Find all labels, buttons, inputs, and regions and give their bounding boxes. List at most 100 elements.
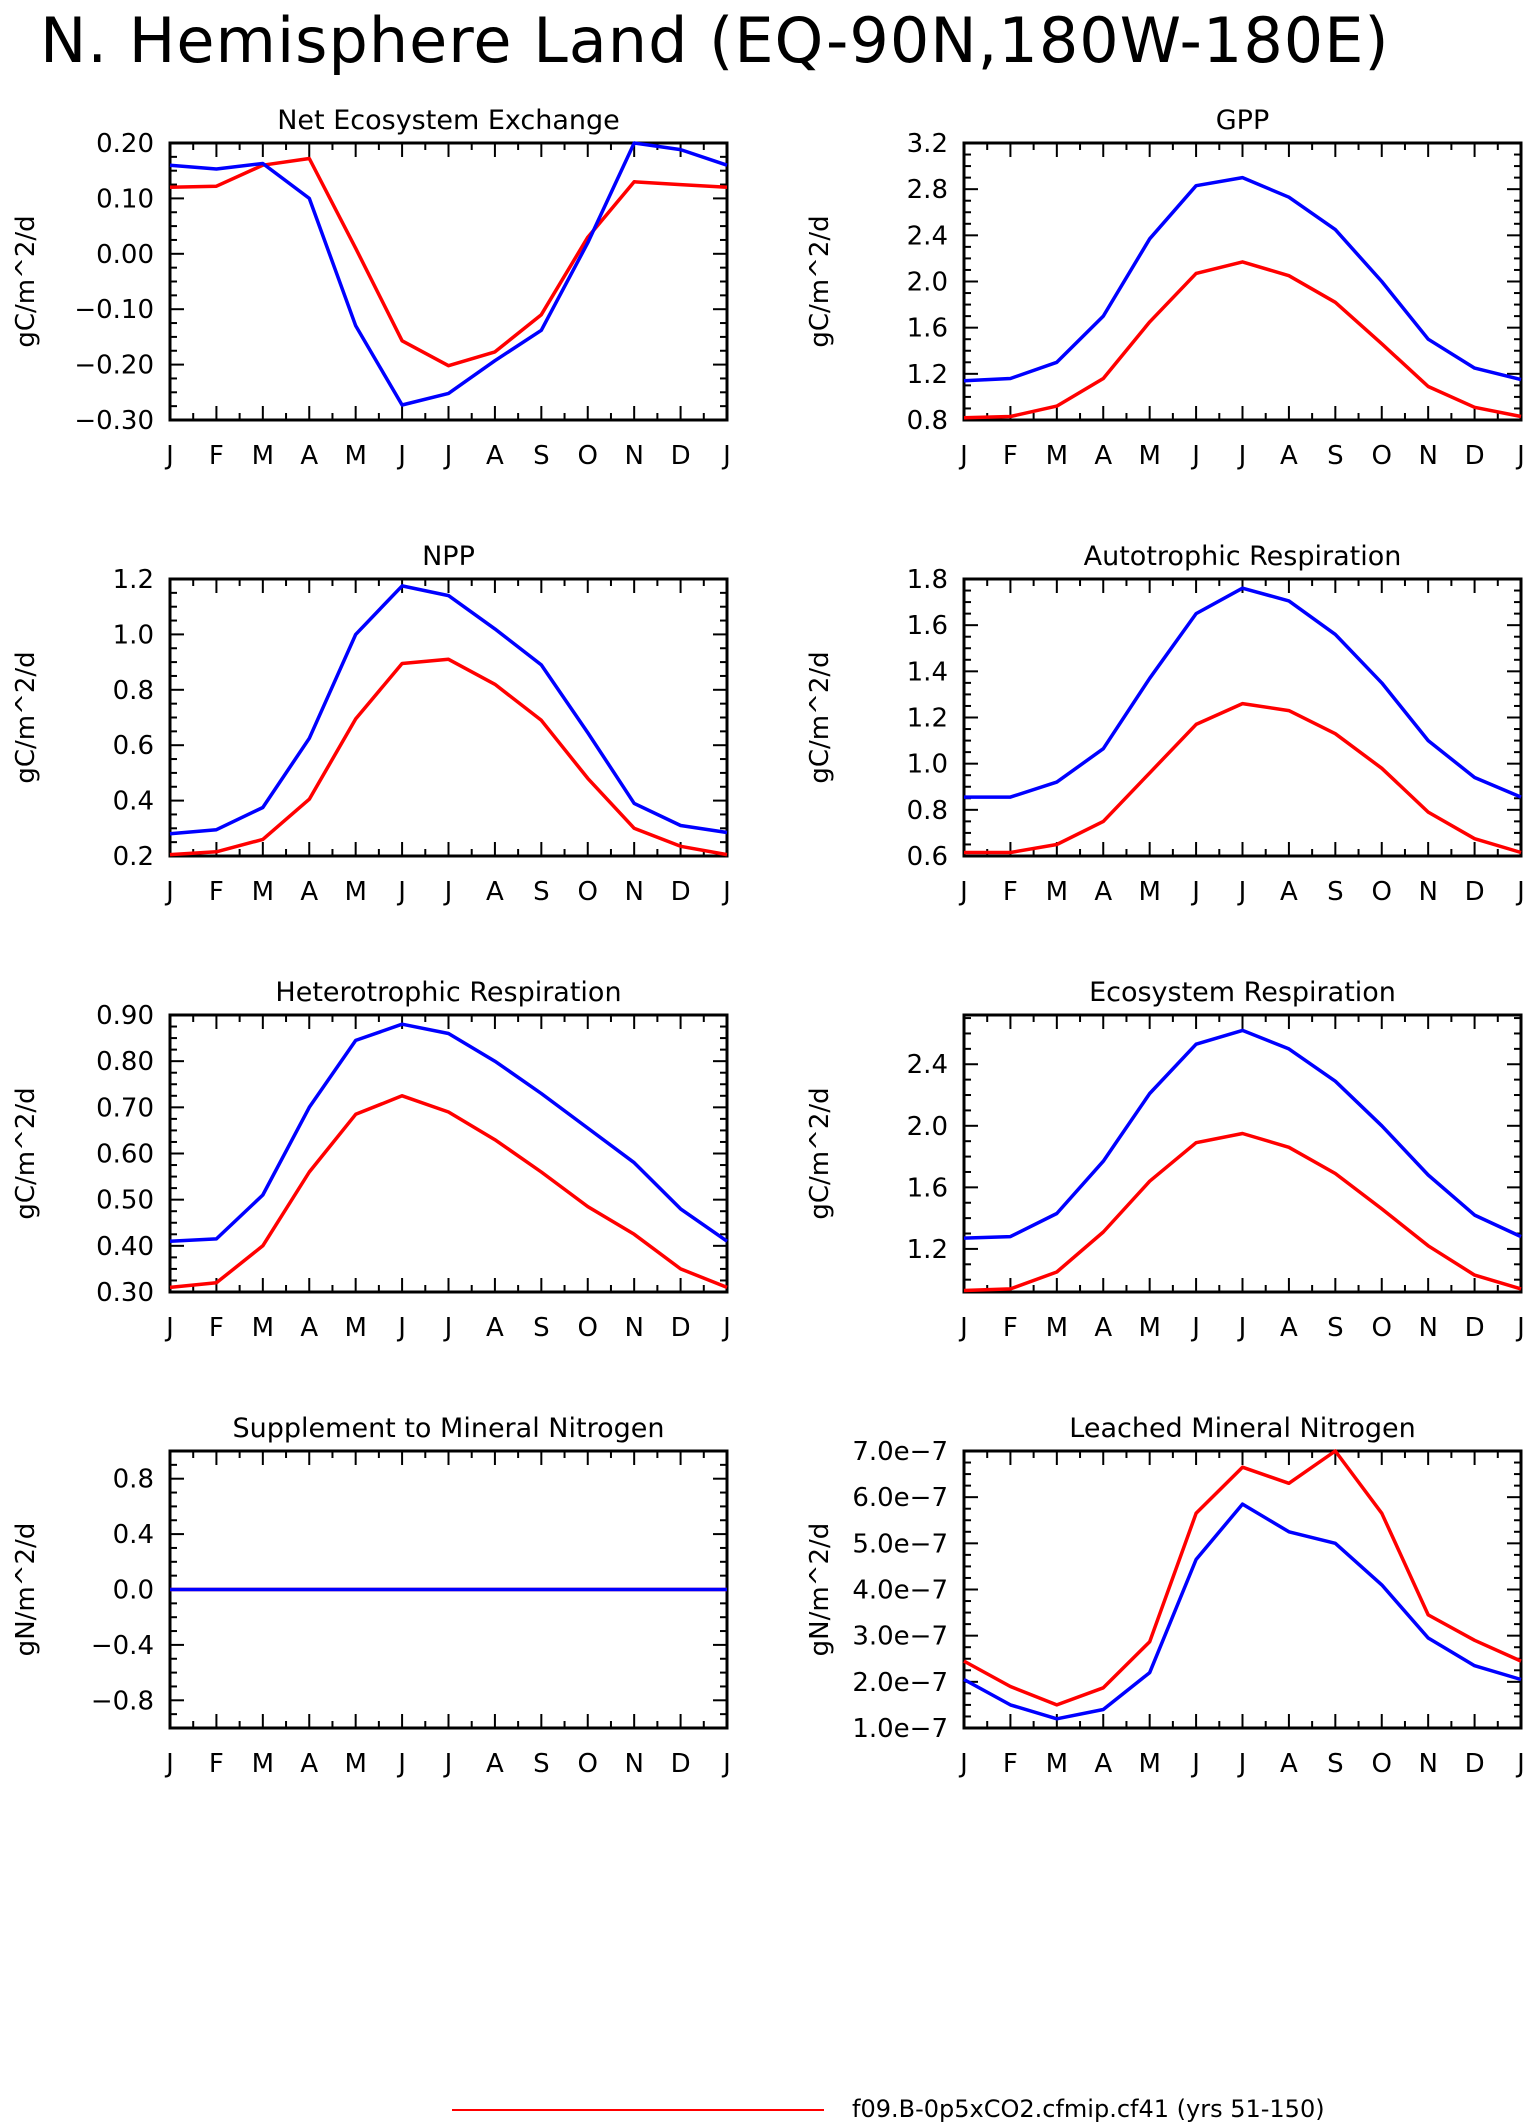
x-tick-label: D bbox=[1465, 441, 1485, 471]
y-tick-label: 0.2 bbox=[113, 842, 154, 872]
y-tick-label: 3.0e−7 bbox=[852, 1622, 948, 1652]
x-tick-label: A bbox=[486, 1313, 504, 1343]
x-tick-label: F bbox=[1003, 1313, 1018, 1343]
x-tick-label: J bbox=[958, 441, 968, 471]
x-tick-label: J bbox=[1237, 441, 1247, 471]
x-tick-label: J bbox=[164, 1749, 174, 1779]
x-tick-label: S bbox=[1327, 441, 1344, 471]
x-tick-label: N bbox=[624, 1313, 643, 1343]
x-tick-label: O bbox=[1372, 877, 1392, 907]
y-tick-label: 1.2 bbox=[113, 565, 154, 595]
x-tick-label: S bbox=[1327, 1749, 1344, 1779]
x-tick-label: D bbox=[1465, 1313, 1485, 1343]
x-tick-label: S bbox=[533, 1749, 550, 1779]
y-axis-label: gN/m^2/d bbox=[11, 1523, 41, 1657]
y-tick-label: 1.0 bbox=[907, 750, 948, 780]
x-tick-label: A bbox=[1280, 441, 1298, 471]
y-tick-label: 1.0 bbox=[113, 620, 154, 650]
series-line-blue bbox=[169, 1022, 728, 1243]
y-axis-label: gC/m^2/d bbox=[805, 1087, 835, 1219]
y-tick-label: 0.6 bbox=[907, 842, 948, 872]
x-tick-label: A bbox=[486, 441, 504, 471]
x-tick-label: M bbox=[1046, 1313, 1068, 1343]
x-tick-label: M bbox=[1046, 1749, 1068, 1779]
x-tick-label: J bbox=[1237, 1749, 1247, 1779]
series-line-blue bbox=[963, 1502, 1522, 1721]
x-tick-label: J bbox=[1237, 1313, 1247, 1343]
y-tick-label: 2.0 bbox=[907, 1112, 948, 1142]
x-tick-label: J bbox=[396, 1749, 406, 1779]
y-tick-label: 4.0e−7 bbox=[852, 1576, 948, 1606]
x-tick-label: J bbox=[396, 1313, 406, 1343]
series-line-blue bbox=[963, 1028, 1522, 1240]
series-line-blue bbox=[169, 584, 728, 836]
y-tick-label: 3.2 bbox=[907, 129, 948, 159]
y-tick-label: 1.6 bbox=[907, 1173, 948, 1203]
x-tick-label: F bbox=[1003, 441, 1018, 471]
y-tick-label: 0.10 bbox=[96, 184, 154, 214]
y-tick-label: 0.8 bbox=[907, 796, 948, 826]
x-tick-label: M bbox=[252, 1749, 274, 1779]
x-tick-label: O bbox=[578, 1313, 598, 1343]
x-tick-label: N bbox=[1418, 877, 1437, 907]
x-tick-label: A bbox=[1280, 1313, 1298, 1343]
x-tick-label: A bbox=[300, 1313, 318, 1343]
x-tick-label: F bbox=[209, 1749, 224, 1779]
x-tick-label: F bbox=[209, 877, 224, 907]
legend-line-swatch bbox=[452, 2109, 824, 2111]
x-tick-label: D bbox=[671, 441, 691, 471]
x-tick-label: J bbox=[958, 1313, 968, 1343]
plot-frame bbox=[962, 577, 1523, 858]
x-tick-label: D bbox=[1465, 1749, 1485, 1779]
y-tick-label: 0.6 bbox=[113, 731, 154, 761]
y-tick-label: −0.4 bbox=[91, 1631, 154, 1661]
plot-frame bbox=[168, 1013, 729, 1294]
y-axis-label: gC/m^2/d bbox=[11, 215, 41, 347]
x-tick-label: S bbox=[1327, 877, 1344, 907]
x-tick-label: F bbox=[209, 441, 224, 471]
y-tick-label: 0.40 bbox=[96, 1232, 154, 1262]
x-tick-label: N bbox=[1418, 1313, 1437, 1343]
series-line-red bbox=[963, 1449, 1522, 1707]
y-tick-label: −0.20 bbox=[74, 351, 154, 381]
x-tick-label: N bbox=[624, 1749, 643, 1779]
x-tick-label: J bbox=[443, 1313, 453, 1343]
x-tick-label: O bbox=[578, 1749, 598, 1779]
plot-frame bbox=[962, 141, 1523, 422]
y-tick-label: 7.0e−7 bbox=[852, 1437, 948, 1467]
series-line-blue bbox=[963, 175, 1522, 383]
x-tick-label: J bbox=[1515, 441, 1525, 471]
y-tick-label: 0.0 bbox=[113, 1576, 154, 1606]
y-tick-label: 1.6 bbox=[907, 314, 948, 344]
series-line-red bbox=[963, 260, 1522, 420]
x-tick-label: J bbox=[1515, 877, 1525, 907]
legend: f09.B-0p5xCO2.cfmip.cf41 (yrs 51-150) bbox=[452, 2095, 1452, 2125]
x-tick-label: M bbox=[1138, 1749, 1160, 1779]
x-tick-label: A bbox=[1094, 877, 1112, 907]
y-axis-label: gC/m^2/d bbox=[805, 651, 835, 783]
chart-panel-7: Supplement to Mineral Nitrogen gN/m^2/d J F… bbox=[11, 1413, 731, 1779]
y-tick-label: 1.8 bbox=[907, 565, 948, 595]
y-tick-label: 5.0e−7 bbox=[852, 1529, 948, 1559]
x-tick-label: A bbox=[1094, 1749, 1112, 1779]
x-tick-label: M bbox=[252, 877, 274, 907]
y-tick-label: 0.8 bbox=[907, 406, 948, 436]
chart-title: Ecosystem Respiration bbox=[1089, 977, 1396, 1008]
x-tick-label: J bbox=[396, 877, 406, 907]
x-tick-label: J bbox=[721, 441, 731, 471]
y-tick-label: 0.8 bbox=[113, 1465, 154, 1495]
x-tick-label: S bbox=[533, 1313, 550, 1343]
y-tick-label: 1.6 bbox=[907, 611, 948, 641]
x-tick-label: A bbox=[1094, 441, 1112, 471]
x-tick-label: A bbox=[300, 1749, 318, 1779]
chart-title: Net Ecosystem Exchange bbox=[277, 105, 620, 136]
y-axis-label: gC/m^2/d bbox=[11, 1087, 41, 1219]
x-tick-label: A bbox=[300, 877, 318, 907]
y-tick-label: 1.2 bbox=[907, 1235, 948, 1265]
y-tick-label: 0.60 bbox=[96, 1140, 154, 1170]
series-line-red bbox=[963, 1131, 1522, 1293]
x-tick-label: A bbox=[1280, 877, 1298, 907]
series-line-red bbox=[169, 156, 728, 368]
